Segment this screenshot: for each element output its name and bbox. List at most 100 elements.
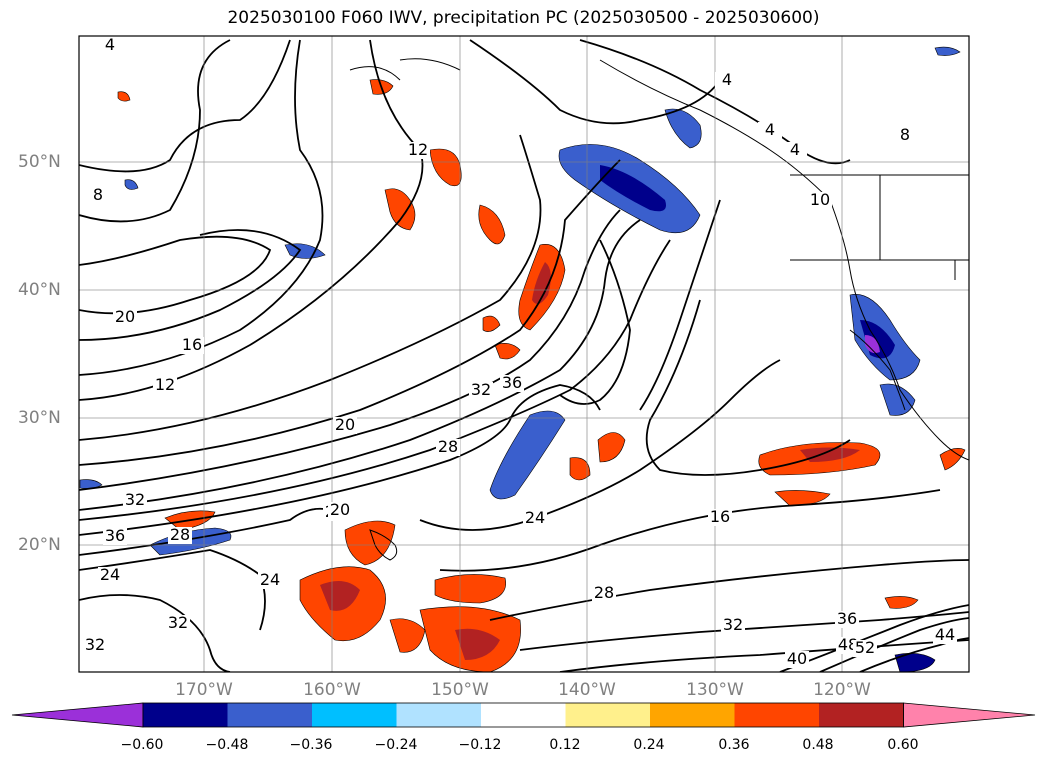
contour-label-bg bbox=[500, 375, 524, 392]
iwv-contours bbox=[79, 39, 969, 672]
colorbar-segment bbox=[396, 703, 482, 727]
contour-label: 52 bbox=[855, 638, 875, 657]
colorbar-tick-label: −0.60 bbox=[120, 737, 164, 753]
contour-label: 20 bbox=[335, 415, 355, 434]
contour-label-bg bbox=[592, 585, 616, 602]
colorbar-segment bbox=[565, 703, 651, 727]
contour-label-bg bbox=[708, 509, 732, 526]
contour-label-bg bbox=[123, 492, 147, 509]
colorbar-segment bbox=[650, 703, 735, 727]
precip-positive-patches bbox=[117, 79, 966, 672]
lon-label: 160°W bbox=[303, 680, 361, 700]
contour-label: 36 bbox=[105, 526, 125, 545]
colorbar-tick-label: 0.24 bbox=[633, 737, 665, 753]
colorbar-extend-max bbox=[903, 702, 1036, 728]
contour-label-bg bbox=[166, 615, 190, 632]
contour-label-bg bbox=[180, 337, 204, 354]
contour-label-bg bbox=[86, 187, 110, 204]
contour-label: 28 bbox=[438, 437, 458, 456]
colorbar-segment bbox=[734, 703, 820, 727]
colorbar-segment bbox=[312, 703, 397, 727]
contour-label-bg bbox=[153, 377, 177, 394]
colorbar-frame bbox=[142, 702, 904, 728]
contour-label-bg bbox=[523, 510, 547, 527]
colorbar-segment bbox=[143, 703, 228, 727]
contour-label: 20 bbox=[115, 307, 135, 326]
lon-label: 120°W bbox=[813, 680, 871, 700]
contour-label: 28 bbox=[594, 583, 614, 602]
contour-label: 24 bbox=[525, 508, 545, 527]
contour-label: 8 bbox=[900, 125, 910, 144]
contour-label: 32 bbox=[723, 615, 743, 634]
colorbar-tick-label: 0.48 bbox=[802, 737, 834, 753]
contour-label: 36 bbox=[502, 373, 522, 392]
contour-label-bg bbox=[715, 72, 739, 89]
lon-label: 130°W bbox=[686, 680, 744, 700]
contour-label: 44 bbox=[935, 625, 955, 644]
contour-label: 4 bbox=[765, 120, 775, 139]
map-frame bbox=[78, 35, 970, 673]
contour-label: 12 bbox=[408, 140, 428, 159]
lat-label: 20°N bbox=[18, 535, 61, 555]
coastlines bbox=[349, 58, 969, 561]
lon-label: 140°W bbox=[558, 680, 616, 700]
contour-label: 24 bbox=[260, 570, 280, 589]
contour-label-bg bbox=[436, 439, 460, 456]
contour-label-bg bbox=[933, 627, 957, 644]
contour-label: 32 bbox=[85, 635, 105, 654]
contour-label-bg bbox=[853, 640, 877, 657]
contour-label: 4 bbox=[722, 70, 732, 89]
graticule bbox=[79, 36, 969, 672]
contour-label: 16 bbox=[710, 507, 730, 526]
contour-label-bg bbox=[103, 528, 127, 545]
colorbar-segment bbox=[227, 703, 313, 727]
lat-label: 40°N bbox=[18, 280, 61, 300]
contour-label-bg bbox=[835, 611, 859, 628]
lat-label: 30°N bbox=[18, 408, 61, 428]
colorbar-tick-label: 0.60 bbox=[887, 737, 919, 753]
colorbar-extend-min bbox=[11, 702, 144, 728]
contour-label: 20 bbox=[330, 500, 350, 519]
colorbar-tick-label: 0.12 bbox=[549, 737, 581, 753]
colorbar-tick-label: −0.36 bbox=[289, 737, 333, 753]
contour-label: 28 bbox=[170, 525, 190, 544]
contour-label: 36 bbox=[837, 609, 857, 628]
contour-label: 16 bbox=[182, 335, 202, 354]
contour-label-bg bbox=[168, 527, 192, 544]
precip-negative-patches bbox=[79, 46, 961, 672]
contour-label: 32 bbox=[168, 613, 188, 632]
contour-label: 40 bbox=[787, 649, 807, 668]
contour-label-bg bbox=[98, 567, 122, 584]
contour-labels: 4444881212161620202024242428282832323232… bbox=[83, 35, 957, 668]
contour-label-bg bbox=[785, 651, 809, 668]
colorbar bbox=[11, 702, 1036, 728]
map-title: 2025030100 F060 IWV, precipitation PC (2… bbox=[227, 8, 820, 28]
contour-label: 4 bbox=[790, 140, 800, 159]
contour-label: 24 bbox=[100, 565, 120, 584]
contour-label: 4 bbox=[105, 35, 115, 54]
contour-label-bg bbox=[98, 37, 122, 54]
contour-label-bg bbox=[758, 122, 782, 139]
contour-label-bg bbox=[333, 417, 357, 434]
contour-label-bg bbox=[808, 192, 832, 209]
colorbar-tick-label: −0.12 bbox=[458, 737, 502, 753]
lat-label: 50°N bbox=[18, 152, 61, 172]
contour-label: 8 bbox=[93, 185, 103, 204]
contour-label-bg bbox=[328, 502, 352, 519]
contour-label-bg bbox=[893, 127, 917, 144]
contour-label: 32 bbox=[125, 490, 145, 509]
colorbar-tick-label: −0.48 bbox=[205, 737, 249, 753]
contour-label-bg bbox=[469, 382, 493, 399]
contour-label: 32 bbox=[471, 380, 491, 399]
contour-label-bg bbox=[721, 617, 745, 634]
contour-label-bg bbox=[113, 309, 137, 326]
contour-label: 10 bbox=[810, 190, 830, 209]
colorbar-tick-label: −0.24 bbox=[374, 737, 418, 753]
contour-label-bg bbox=[783, 142, 807, 159]
lon-label: 170°W bbox=[175, 680, 233, 700]
contour-label-bg bbox=[406, 142, 430, 159]
contour-label-bg bbox=[83, 637, 107, 654]
colorbar-segment bbox=[481, 703, 566, 727]
lon-label: 150°W bbox=[431, 680, 489, 700]
